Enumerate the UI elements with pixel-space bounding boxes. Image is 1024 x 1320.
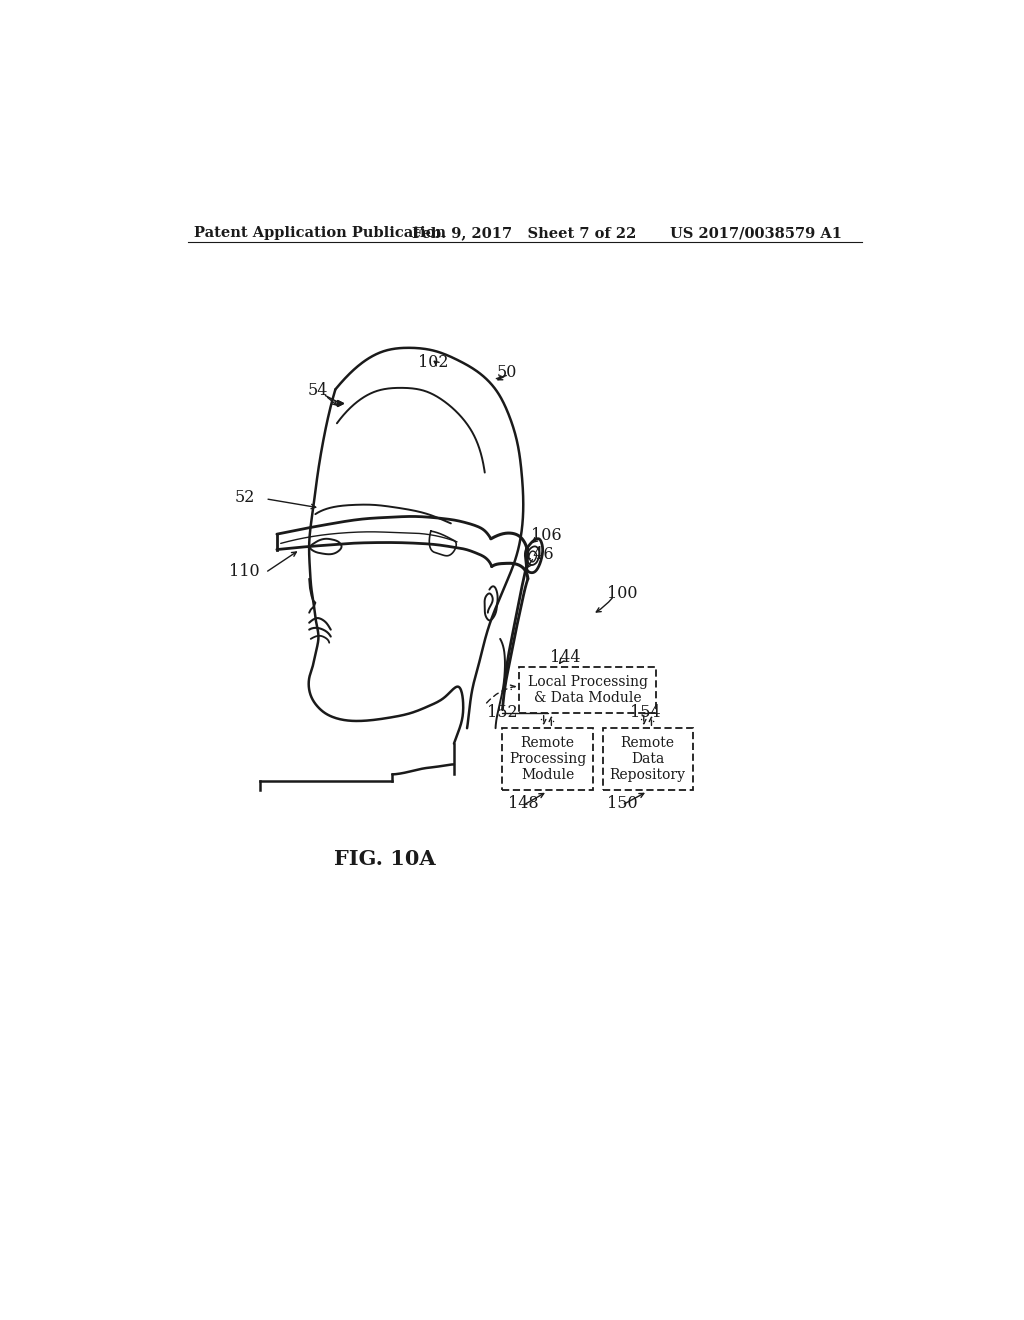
Text: 152: 152: [487, 705, 518, 721]
Text: 144: 144: [550, 649, 581, 665]
Text: Local Processing
& Data Module: Local Processing & Data Module: [527, 675, 647, 705]
Text: US 2017/0038579 A1: US 2017/0038579 A1: [670, 226, 842, 240]
Text: 106: 106: [531, 527, 562, 544]
Bar: [602, 729, 692, 789]
Bar: [519, 667, 655, 713]
Text: FIG. 10A: FIG. 10A: [334, 849, 435, 869]
Text: 102: 102: [418, 354, 449, 371]
Bar: [503, 729, 593, 789]
Text: Patent Application Publication: Patent Application Publication: [194, 226, 445, 240]
Text: 110: 110: [229, 564, 260, 581]
Text: Feb. 9, 2017   Sheet 7 of 22: Feb. 9, 2017 Sheet 7 of 22: [412, 226, 636, 240]
Text: 54: 54: [307, 383, 328, 400]
Text: 148: 148: [508, 795, 539, 812]
Text: Remote
Data
Repository: Remote Data Repository: [609, 735, 686, 783]
Text: 100: 100: [606, 585, 637, 602]
Text: 50: 50: [497, 364, 516, 381]
Text: 146: 146: [523, 546, 554, 564]
Text: 150: 150: [606, 795, 637, 812]
Text: 52: 52: [234, 488, 255, 506]
Text: Remote
Processing
Module: Remote Processing Module: [509, 735, 586, 783]
Text: 154: 154: [630, 705, 660, 721]
